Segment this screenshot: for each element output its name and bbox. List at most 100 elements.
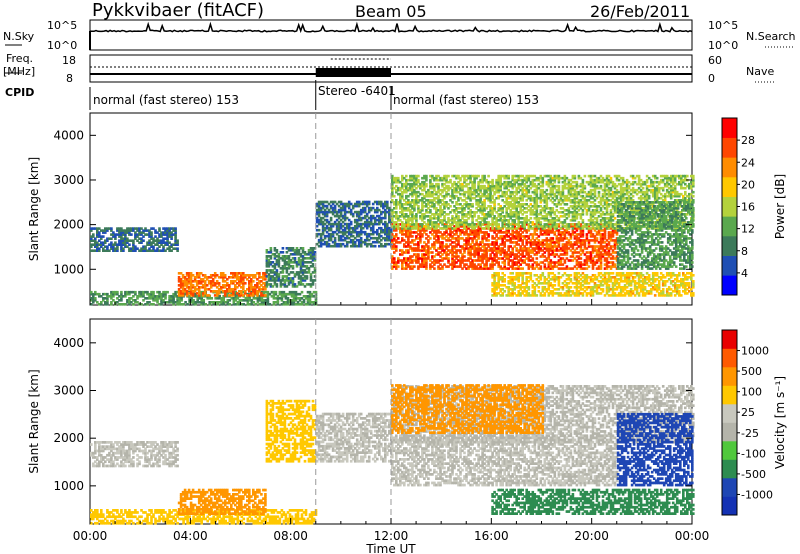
range-gate-cell: [134, 235, 137, 238]
range-gate-cell: [256, 301, 260, 304]
noise-left-tick-bottom: 10^0: [47, 39, 77, 52]
range-gate-cell: [321, 212, 325, 216]
range-gate-cell: [172, 303, 175, 306]
range-gate-cell: [203, 284, 207, 287]
range-gate-cell: [359, 238, 363, 242]
range-gate-cell: [380, 226, 383, 230]
range-gate-cell: [411, 239, 414, 242]
range-gate-cell: [258, 286, 261, 289]
range-gate-cell: [293, 261, 297, 264]
range-gate-cell: [363, 242, 367, 246]
range-gate-cell: [285, 257, 289, 260]
range-gate-cell: [491, 178, 494, 182]
range-gate-cell: [215, 280, 219, 283]
range-gate-cell: [90, 235, 93, 238]
range-gate-cell: [401, 249, 404, 252]
range-gate-cell: [189, 286, 193, 289]
range-gate-cell: [132, 243, 135, 246]
range-gate-cell: [371, 230, 375, 234]
range-gate-cell: [174, 295, 177, 298]
range-gate-cell: [166, 239, 169, 242]
range-gate-cell: [384, 244, 387, 248]
range-gate-cell: [323, 240, 327, 244]
range-gate-cell: [92, 243, 95, 246]
range-gate-cell: [100, 237, 103, 240]
range-gate-cell: [283, 283, 287, 286]
range-gate-cell: [319, 236, 323, 240]
range-gate-cell: [242, 280, 245, 283]
range-gate-cell: [393, 237, 396, 240]
range-gate-cell: [365, 202, 369, 206]
range-gate-cell: [202, 299, 205, 302]
range-gate-cell: [339, 224, 343, 228]
range-gate-cell: [371, 244, 375, 248]
range-gate-cell: [319, 240, 323, 244]
range-gate-cell: [306, 303, 310, 306]
range-gate-cell: [220, 297, 223, 300]
range-gate-cell: [405, 251, 408, 254]
range-gate-cell: [308, 299, 312, 302]
range-gate-cell: [325, 206, 329, 210]
range-gate-cell: [104, 241, 107, 244]
range-gate-cell: [363, 232, 367, 236]
range-gate-cell: [315, 220, 319, 224]
range-gate-cell: [365, 212, 369, 216]
range-gate-cell: [333, 222, 337, 226]
range-gate-cell: [286, 297, 290, 300]
range-gate-cell: [164, 295, 167, 298]
range-gate-cell: [102, 297, 105, 300]
range-gate-cell: [128, 233, 131, 236]
range-gate-cell: [276, 303, 280, 306]
range-gate-cell: [361, 216, 365, 220]
range-gate-cell: [96, 245, 99, 248]
range-gate-cell: [329, 232, 333, 236]
range-gate-cell: [134, 233, 137, 236]
range-gate-cell: [158, 245, 161, 248]
range-gate-cell: [265, 249, 269, 252]
range-gate-cell: [179, 294, 183, 297]
range-gate-cell: [108, 243, 111, 246]
range-gate-cell: [353, 228, 357, 232]
range-gate-cell: [317, 240, 321, 244]
range-gate-cell: [197, 272, 201, 275]
range-gate-cell: [349, 212, 353, 216]
range-gate-cell: [409, 225, 412, 228]
range-gate-cell: [200, 303, 203, 306]
range-gate-cell: [347, 206, 351, 210]
range-gate-cell: [265, 259, 269, 262]
range-gate-cell: [120, 303, 123, 306]
range-gate-cell: [365, 238, 369, 242]
range-gate-cell: [210, 297, 213, 300]
range-gate-cell: [116, 297, 119, 300]
range-gate-cell: [181, 288, 185, 291]
range-gate-cell: [331, 232, 335, 236]
range-gate-cell: [317, 206, 321, 210]
range-gate-cell: [271, 265, 275, 268]
range-gate-cell: [258, 295, 262, 298]
range-gate-cell: [384, 208, 387, 212]
range-gate-cell: [187, 272, 191, 275]
range-gate-cell: [337, 214, 341, 218]
range-gate-cell: [319, 242, 323, 246]
range-gate-cell: [120, 243, 123, 246]
range-gate-cell: [319, 200, 323, 204]
range-gate-cell: [232, 303, 236, 306]
range-gate-cell: [148, 233, 151, 236]
range-gate-cell: [92, 292, 95, 296]
range-gate-cell: [177, 280, 181, 283]
range-gate-cell: [277, 277, 281, 280]
range-gate-cell: [94, 290, 97, 294]
range-gate-cell: [236, 303, 240, 306]
range-gate-cell: [395, 249, 398, 252]
range-gate-cell: [304, 297, 308, 300]
range-gate-cell: [321, 222, 325, 226]
range-gate-cell: [250, 280, 253, 283]
range-gate-cell: [276, 301, 280, 304]
range-gate-cell: [367, 208, 371, 212]
range-gate-cell: [363, 240, 367, 244]
range-gate-cell: [343, 232, 347, 236]
range-gate-cell: [220, 303, 223, 306]
range-gate-cell: [242, 299, 246, 302]
range-gate-cell: [384, 204, 387, 208]
range-gate-cell: [195, 280, 199, 283]
